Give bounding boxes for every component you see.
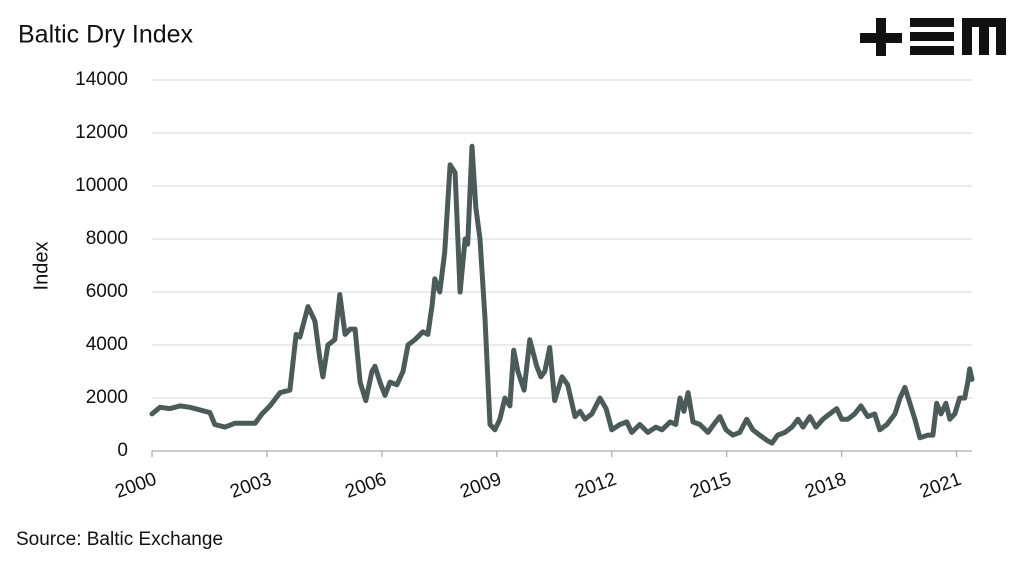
y-axis-label: Index [30, 242, 52, 291]
logo [860, 18, 1006, 56]
y-tick-label: 14000 [75, 69, 128, 90]
chart-title: Baltic Dry Index [18, 21, 194, 49]
y-tick-label: 8000 [86, 228, 128, 249]
x-tick-label: 2009 [457, 469, 504, 503]
x-tick-label: 2012 [572, 469, 619, 503]
y-tick-label: 0 [117, 440, 128, 461]
x-tick-label: 2000 [113, 469, 160, 503]
x-tick-label: 2015 [687, 469, 734, 503]
x-tick-label: 2006 [342, 469, 389, 503]
y-tick-label: 10000 [75, 175, 128, 196]
x-tick-label: 2018 [802, 469, 849, 503]
y-tick-label: 12000 [75, 122, 128, 143]
y-tick-label: 4000 [86, 334, 128, 355]
x-tick-label: 2021 [917, 469, 964, 503]
y-tick-label: 6000 [86, 281, 128, 302]
x-tick-label: 2003 [227, 469, 274, 503]
source-note: Source: Baltic Exchange [16, 529, 223, 550]
y-tick-label: 2000 [86, 387, 128, 408]
data-line [149, 143, 975, 446]
